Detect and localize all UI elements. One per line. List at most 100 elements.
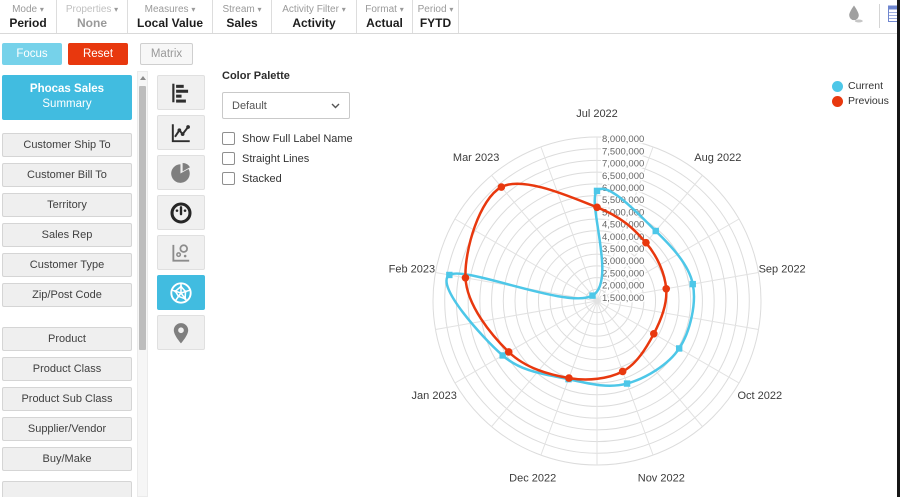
legend-item-current[interactable]: Current xyxy=(832,79,889,93)
data-point-previous[interactable] xyxy=(504,348,513,356)
ink-drop-icon[interactable] xyxy=(846,4,864,29)
axis-tick-label: 6,000,000 xyxy=(602,183,644,194)
checkbox-label: Stacked xyxy=(242,172,282,185)
axis-tick-label: 2,000,000 xyxy=(602,281,644,292)
data-point-current[interactable] xyxy=(589,292,596,299)
toolbar-item-value: FYTD xyxy=(419,16,452,30)
checkbox-stacked[interactable] xyxy=(222,172,235,185)
chart-type-gauge[interactable] xyxy=(157,195,205,230)
toolbar-item-activity-filter[interactable]: Activity Filter ▾ Activity xyxy=(272,0,357,33)
grid-ring xyxy=(432,136,762,466)
data-point-previous[interactable] xyxy=(662,284,671,293)
grid-ring xyxy=(479,183,715,419)
sidebar-item-buy-make[interactable]: Buy/Make xyxy=(2,447,132,471)
checkbox-row-show-full-label-name[interactable]: Show Full Label Name xyxy=(222,132,392,145)
grid-ring xyxy=(573,277,621,325)
pie-chart-icon xyxy=(169,161,193,185)
sidebar-item-supplier-vendor[interactable]: Supplier/Vendor xyxy=(2,417,132,441)
toolbar-item-format[interactable]: Format ▾ Actual xyxy=(357,0,413,33)
data-point-current[interactable] xyxy=(675,345,683,352)
grid-spoke xyxy=(435,300,598,330)
category-label-jan-2023: Jan 2023 xyxy=(412,390,457,402)
data-point-previous[interactable] xyxy=(642,238,650,247)
chart-type-scatter-plot[interactable] xyxy=(157,235,205,270)
color-palette-select[interactable]: Default xyxy=(222,92,350,119)
data-point-current[interactable] xyxy=(499,352,506,359)
series-line-current[interactable] xyxy=(445,187,696,387)
data-point-current[interactable] xyxy=(689,280,696,288)
checkbox-row-straight-lines[interactable]: Straight Lines xyxy=(222,152,392,165)
data-point-previous[interactable] xyxy=(650,330,658,338)
series-line-previous[interactable] xyxy=(464,182,668,381)
legend-item-previous[interactable]: Previous xyxy=(832,94,889,108)
checkbox-straight-lines[interactable] xyxy=(222,152,235,165)
data-point-current[interactable] xyxy=(652,227,659,235)
sidebar-item-product[interactable]: Product xyxy=(2,327,132,351)
data-point-current[interactable] xyxy=(565,375,572,383)
toolbar-item-value: Activity xyxy=(292,16,336,30)
grid-ring xyxy=(526,230,668,372)
toolbar-item-label: Stream ▾ xyxy=(222,4,262,15)
checkbox-row-stacked[interactable]: Stacked xyxy=(222,172,392,185)
category-label-jul-2022: Jul 2022 xyxy=(576,108,618,120)
checkbox-show-full-label-name[interactable] xyxy=(222,132,235,145)
color-palette-label: Color Palette xyxy=(222,70,290,82)
chart-type-pie-chart[interactable] xyxy=(157,155,205,190)
sidebar-group-gap xyxy=(2,313,132,327)
gauge-icon xyxy=(168,200,194,226)
sidebar-item-territory[interactable]: Territory xyxy=(2,193,132,217)
grid-ring xyxy=(537,241,657,361)
toolbar-item-properties[interactable]: Properties ▾ None xyxy=(57,0,128,33)
sidebar-item-product-class[interactable]: Product Class xyxy=(2,357,132,381)
sidebar-item-zip-post-code[interactable]: Zip/Post Code xyxy=(2,283,132,307)
data-point-previous[interactable] xyxy=(461,274,470,282)
reset-button[interactable]: Reset xyxy=(68,43,128,65)
sidebar-scrollbar[interactable] xyxy=(137,71,148,497)
focus-button[interactable]: Focus xyxy=(2,43,62,65)
chart-legend: Current Previous xyxy=(832,79,889,109)
sidebar-item-partial[interactable] xyxy=(2,481,132,497)
scrollbar-thumb[interactable] xyxy=(139,86,146,350)
toolbar-item-measures[interactable]: Measures ▾ Local Value xyxy=(128,0,213,33)
sidebar-item-customer-ship-to[interactable]: Customer Ship To xyxy=(2,133,132,157)
sidebar-item-customer-type[interactable]: Customer Type xyxy=(2,253,132,277)
data-point-current[interactable] xyxy=(623,380,631,387)
data-point-current[interactable] xyxy=(593,187,601,195)
database-tile-phocas-sales-summary[interactable]: Phocas Sales Summary xyxy=(2,75,132,120)
scroll-up-arrow[interactable] xyxy=(138,72,147,84)
data-point-previous[interactable] xyxy=(593,203,601,212)
database-title-line1: Phocas Sales xyxy=(29,83,105,95)
data-point-previous[interactable] xyxy=(565,374,573,382)
sidebar-item-product-sub-class[interactable]: Product Sub Class xyxy=(2,387,132,411)
sidebar-item-sales-rep[interactable]: Sales Rep xyxy=(2,223,132,247)
sidebar-item-customer-bill-to[interactable]: Customer Bill To xyxy=(2,163,132,187)
chart-type-radar-chart[interactable] xyxy=(157,275,205,310)
chart-type-map-pin[interactable] xyxy=(157,315,205,350)
grid-ring xyxy=(502,206,692,396)
caret-down-icon: ▾ xyxy=(257,5,262,14)
axis-tick-label: 1,500,000 xyxy=(602,293,644,304)
legend-label: Previous xyxy=(848,95,889,107)
data-point-previous[interactable] xyxy=(497,183,506,191)
toolbar-item-mode[interactable]: Mode ▾ Period xyxy=(0,0,57,33)
data-point-current[interactable] xyxy=(446,271,453,279)
toolbar-item-period[interactable]: Period ▾ FYTD xyxy=(413,0,459,33)
matrix-button[interactable]: Matrix xyxy=(140,43,193,65)
axis-tick-label: 5,500,000 xyxy=(602,195,644,206)
toolbar-item-stream[interactable]: Stream ▾ Sales xyxy=(213,0,272,33)
grid-spoke xyxy=(596,218,740,302)
data-point-previous[interactable] xyxy=(618,367,627,376)
chart-type-horizontal-bar-chart[interactable] xyxy=(157,75,205,110)
checkbox-label: Straight Lines xyxy=(242,152,310,165)
radar-chart-icon xyxy=(168,280,194,306)
axis-tick-label: 4,000,000 xyxy=(602,232,644,243)
grid-ring xyxy=(455,159,739,443)
grid-spoke xyxy=(454,218,598,302)
toolbar-separator xyxy=(0,33,900,34)
category-label-oct-2022: Oct 2022 xyxy=(737,390,782,402)
toolbar-divider xyxy=(879,4,880,28)
grid-spoke xyxy=(596,300,703,427)
chart-type-line-chart[interactable] xyxy=(157,115,205,150)
line-chart-icon xyxy=(169,121,193,145)
